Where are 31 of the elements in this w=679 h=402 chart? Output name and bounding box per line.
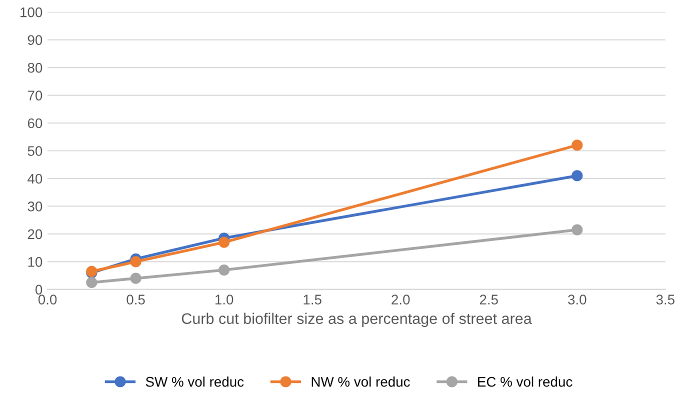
x-tick-label: 1.5: [304, 294, 322, 305]
y-tick-label: 10: [28, 257, 42, 267]
y-tick-label: 80: [28, 62, 42, 73]
x-tick-label: 2.5: [480, 294, 498, 305]
legend-label: NW % vol reduc: [312, 376, 410, 387]
y-tick-label: 0: [35, 284, 42, 295]
point: [572, 224, 583, 236]
legend-label: SW % vol reduc: [146, 376, 244, 387]
y-tick-label: 70: [28, 90, 42, 100]
point: [130, 256, 142, 268]
y-tick-label: 50: [28, 146, 42, 156]
x-tick-label: 1.0: [215, 294, 234, 305]
x-axis-title: Curb cut biofilter size as a percentage of street area: [182, 312, 532, 328]
legend-label: EC % vol reduc: [478, 376, 572, 387]
y-tick-label: 40: [28, 174, 42, 184]
point: [130, 272, 142, 284]
y-tick-label: 30: [28, 202, 42, 212]
x-tick-label: 2.0: [392, 294, 410, 305]
x-tick-label: 0.5: [126, 294, 145, 305]
x-tick-label: 0.0: [38, 294, 57, 305]
y-tick-label: 60: [28, 118, 42, 128]
point: [572, 140, 583, 151]
point: [86, 276, 98, 288]
y-tick-label: 20: [28, 229, 42, 240]
point: [218, 236, 230, 248]
point: [572, 170, 583, 182]
y-tick-label: 90: [28, 35, 42, 45]
x-tick-label: 3.5: [656, 294, 674, 305]
point: [218, 264, 230, 276]
x-tick-label: 3.0: [568, 294, 586, 305]
y-tick-label: 100: [20, 7, 42, 18]
